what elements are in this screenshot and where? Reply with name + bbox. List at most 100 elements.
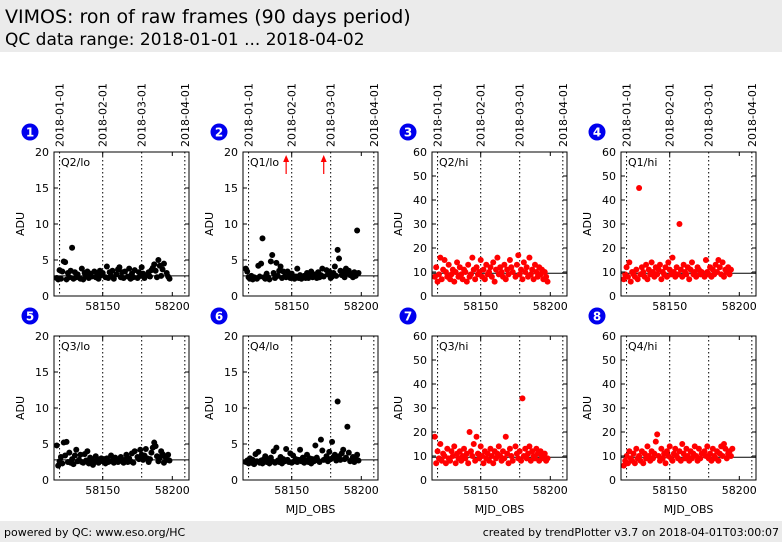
qc-data-range: QC data range: 2018-01-01 ... 2018-04-02: [5, 30, 365, 50]
data-point: [354, 227, 361, 234]
data-point: [477, 257, 484, 263]
data-point: [669, 254, 676, 261]
data-point: [465, 261, 472, 268]
data-point: [626, 259, 633, 266]
data-point: [697, 455, 704, 462]
data-point: [669, 457, 676, 464]
overflow-arrow-head: [320, 155, 327, 162]
y-axis-label: ADU: [581, 396, 594, 420]
data-point: [541, 450, 548, 457]
date-tick-label: 2018-02-01: [97, 83, 110, 147]
data-point: [467, 448, 474, 455]
y-tick-label: 20: [224, 146, 238, 159]
data-point: [501, 455, 508, 462]
data-point: [334, 246, 341, 253]
data-point: [57, 275, 64, 282]
data-point: [431, 433, 438, 440]
y-tick-label: 60: [602, 146, 616, 159]
data-point: [340, 446, 347, 453]
data-point: [130, 459, 137, 466]
x-tick-label: 58200: [155, 300, 190, 313]
data-point: [477, 443, 484, 450]
page-title: VIMOS: ron of raw frames (90 days period…: [5, 6, 411, 28]
data-point: [506, 257, 513, 263]
y-tick-label: 0: [42, 290, 49, 303]
data-point: [466, 429, 473, 435]
data-point: [66, 449, 73, 456]
data-point: [62, 259, 69, 266]
data-point: [486, 269, 493, 275]
data-point: [463, 278, 470, 285]
y-tick-label: 10: [35, 218, 49, 231]
data-point: [643, 261, 650, 268]
y-tick-label: 15: [224, 366, 238, 379]
chart-grid: 2018-01-01 2018-02-01 2018-03-01 2018-04-01…: [14, 83, 759, 516]
data-point: [116, 264, 123, 271]
panel-label: Q1/lo: [250, 156, 279, 169]
data-point: [74, 271, 81, 278]
data-point: [630, 450, 637, 457]
data-point: [336, 255, 343, 262]
y-tick-label: 20: [35, 146, 49, 159]
data-point: [354, 451, 361, 458]
data-point: [273, 259, 280, 266]
data-point: [461, 445, 468, 452]
footer-powered-by[interactable]: powered by QC: www.eso.org/HC: [4, 526, 186, 539]
y-tick-label: 60: [602, 330, 616, 343]
data-point: [255, 448, 262, 455]
data-point: [490, 259, 497, 266]
panel-number: 5: [26, 310, 34, 324]
x-tick-label: 58200: [722, 300, 757, 313]
date-tick-label: 2018-01-01: [54, 83, 67, 147]
data-point: [110, 275, 117, 282]
panel-number: 6: [215, 310, 223, 324]
data-point: [147, 273, 154, 280]
data-point: [273, 444, 280, 451]
data-point: [126, 265, 133, 272]
data-point: [544, 455, 551, 462]
y-tick-label: 20: [35, 330, 49, 343]
data-point: [716, 264, 723, 271]
x-tick-label: 58150: [274, 484, 309, 497]
data-point: [445, 261, 452, 268]
x-tick-label: 58150: [85, 300, 120, 313]
y-tick-label: 10: [224, 218, 238, 231]
data-point: [103, 263, 110, 270]
y-tick-label: 15: [35, 182, 49, 195]
data-point: [121, 268, 128, 275]
data-point: [166, 275, 173, 282]
footer-created-by: created by trendPlotter v3.7 on 2018-04-…: [482, 526, 779, 539]
data-point: [527, 271, 534, 278]
y-axis-label: ADU: [203, 212, 216, 236]
data-point: [719, 259, 726, 266]
data-point: [726, 271, 733, 278]
x-axis-label: MJD_OBS: [664, 503, 714, 516]
data-point: [151, 261, 158, 268]
panel-number: 2: [215, 126, 223, 140]
data-point: [433, 460, 440, 467]
data-point: [165, 451, 172, 458]
x-axis-label: MJD_OBS: [475, 503, 525, 516]
data-point: [654, 271, 661, 278]
y-tick-label: 5: [42, 254, 49, 267]
panel-number-badge: [588, 307, 606, 325]
data-point: [488, 273, 495, 280]
data-point: [727, 453, 734, 459]
data-point: [147, 456, 154, 463]
data-point: [59, 268, 66, 275]
data-point: [636, 185, 643, 191]
x-tick-label: 58200: [344, 300, 379, 313]
data-point: [720, 441, 727, 447]
data-point: [473, 264, 480, 271]
data-point: [269, 251, 276, 258]
data-point: [73, 446, 80, 453]
data-point: [166, 457, 173, 464]
data-point: [283, 446, 290, 453]
x-tick-label: 58150: [463, 484, 498, 497]
data-point: [434, 448, 441, 455]
y-tick-label: 40: [602, 378, 616, 391]
data-point: [113, 271, 120, 278]
y-tick-label: 20: [413, 242, 427, 255]
data-point: [491, 278, 498, 285]
data-point: [71, 452, 78, 459]
